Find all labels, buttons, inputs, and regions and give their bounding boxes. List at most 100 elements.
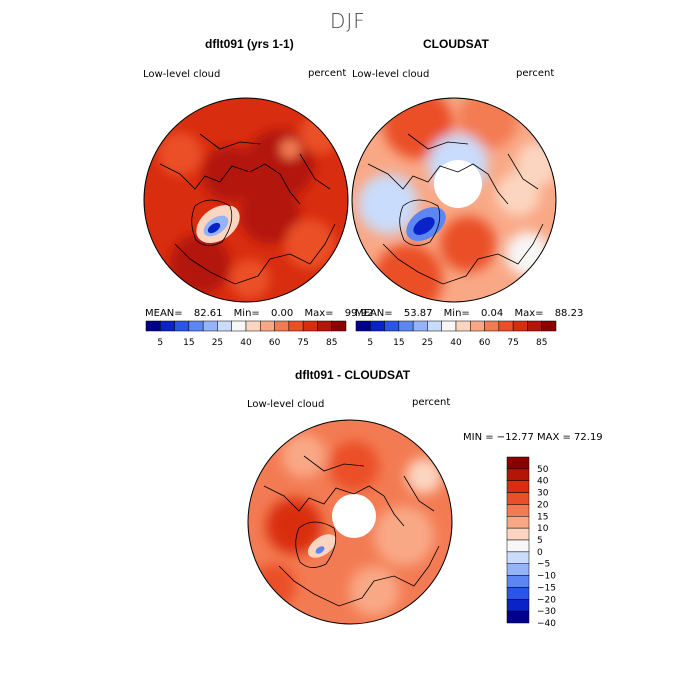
colorbar-swatch [506,527,530,541]
panel2-variable: Low-level cloud [352,69,430,80]
colorbar-swatch [506,599,530,612]
colorbar-tick-label: 75 [297,338,308,348]
panel2-mean: 53.87 [403,308,433,319]
colorbar-swatch [274,320,290,332]
colorbar-tick-label: 25 [212,338,223,348]
panel2-map [351,97,557,303]
colorbar-tick-label: 15 [183,338,194,348]
panel2-title: CLOUDSAT [423,37,489,51]
colorbar-swatch [527,320,542,332]
colorbar-tick-label: −20 [537,595,556,605]
colorbar-swatch [160,320,175,332]
colorbar-tick-label: 20 [537,500,549,510]
colorbar-swatch [506,492,530,505]
colorbar-swatch [355,320,371,332]
colorbar-swatch [302,320,318,332]
colorbar-swatch [506,610,530,624]
panel1-stats: MEAN= 82.61 Min= 0.00 Max= 99.92 [145,308,373,319]
colorbar-tick-label: −40 [537,619,556,627]
colorbar-tick-label: 60 [269,338,281,348]
panel2-min: 0.04 [480,308,504,319]
colorbar-tick-label: 5 [367,338,373,348]
colorbar-swatch [455,320,471,332]
panel1-title: dflt091 (yrs 1-1) [205,37,294,51]
colorbar-tick-label: −30 [537,607,556,617]
colorbar-swatch [202,320,218,332]
colorbar-swatch [541,320,557,332]
colorbar-tick-label: 25 [422,338,433,348]
panel1-mean-label: MEAN= [145,308,183,319]
main-title: DJF [330,9,366,33]
colorbar-tick-label: 85 [536,338,547,348]
colorbar-tick-label: 60 [479,338,491,348]
colorbar-swatch [288,320,304,332]
colorbar-swatch [412,320,428,332]
colorbar-swatch [260,320,275,332]
colorbar-tick-label: 15 [393,338,404,348]
colorbar-tick-label: 10 [537,524,549,534]
colorbar-tick-label: −15 [537,583,556,593]
panel3-units: percent [412,397,451,408]
colorbar-tick-label: 5 [157,338,163,348]
panel1-mean: 82.61 [193,308,223,319]
colorbar-swatch [470,320,485,332]
colorbar-swatch [398,320,414,332]
colorbar-tick-label: 85 [326,338,337,348]
panel1-min-label: Min= [233,308,260,319]
panel1-max-label: Max= [304,308,334,319]
colorbar-swatch [174,320,190,332]
colorbar-swatch [188,320,204,332]
colorbar-swatch [427,320,442,332]
panel2-units: percent [516,68,555,79]
colorbar-tick-label: 40 [450,338,462,348]
colorbar-swatch [384,320,400,332]
colorbar-swatch [506,551,530,564]
colorbar-swatch [484,320,500,332]
colorbar-swatch [370,320,385,332]
colorbar-swatch [441,320,457,332]
colorbar-swatch [506,575,530,588]
colorbar-swatch [506,539,530,553]
panel3-map [247,419,453,625]
colorbar-swatch [506,563,530,576]
panel2-max: 88.23 [554,308,584,319]
colorbar-tick-label: −5 [537,560,550,570]
colorbar-swatch [317,320,332,332]
panel2-colorbar: 515254060758595 [355,320,557,348]
panel1-variable: Low-level cloud [143,69,221,80]
panel2-stats: MEAN= 53.87 Min= 0.04 Max= 88.23 [355,308,583,319]
panel1-min: 0.00 [270,308,294,319]
colorbar-tick-label: 5 [537,536,543,546]
panel1-colorbar: 515254060758595 [145,320,347,348]
panel2-max-label: Max= [514,308,544,319]
colorbar-swatch [331,320,347,332]
colorbar-swatch [506,587,530,600]
panel1-max: 99.92 [344,308,374,319]
panel2-mean-label: MEAN= [355,308,393,319]
colorbar-tick-label: 15 [537,512,548,522]
colorbar-tick-label: −10 [537,572,556,582]
panel3-minmax: MIN = −12.77 MAX = 72.19 [463,432,603,443]
colorbar-tick-label: 75 [507,338,518,348]
colorbar-tick-label: 40 [240,338,252,348]
colorbar-swatch [498,320,514,332]
panel1-map [143,97,349,303]
colorbar-tick-label: 40 [537,477,549,487]
colorbar-swatch [245,320,261,332]
panel3-title: dflt091 - CLOUDSAT [295,368,411,382]
panel1-units: percent [308,68,347,79]
colorbar-swatch [217,320,232,332]
colorbar-swatch [512,320,528,332]
colorbar-tick-label: 0 [537,548,543,558]
colorbar-swatch [506,504,530,517]
colorbar-tick-label: 50 [537,465,549,475]
colorbar-swatch [506,468,530,481]
colorbar-swatch [506,480,530,493]
panel2-min-label: Min= [443,308,470,319]
colorbar-swatch [506,456,530,470]
colorbar-tick-label: 30 [537,489,549,499]
panel3-variable: Low-level cloud [247,399,325,410]
colorbar-swatch [506,516,530,529]
